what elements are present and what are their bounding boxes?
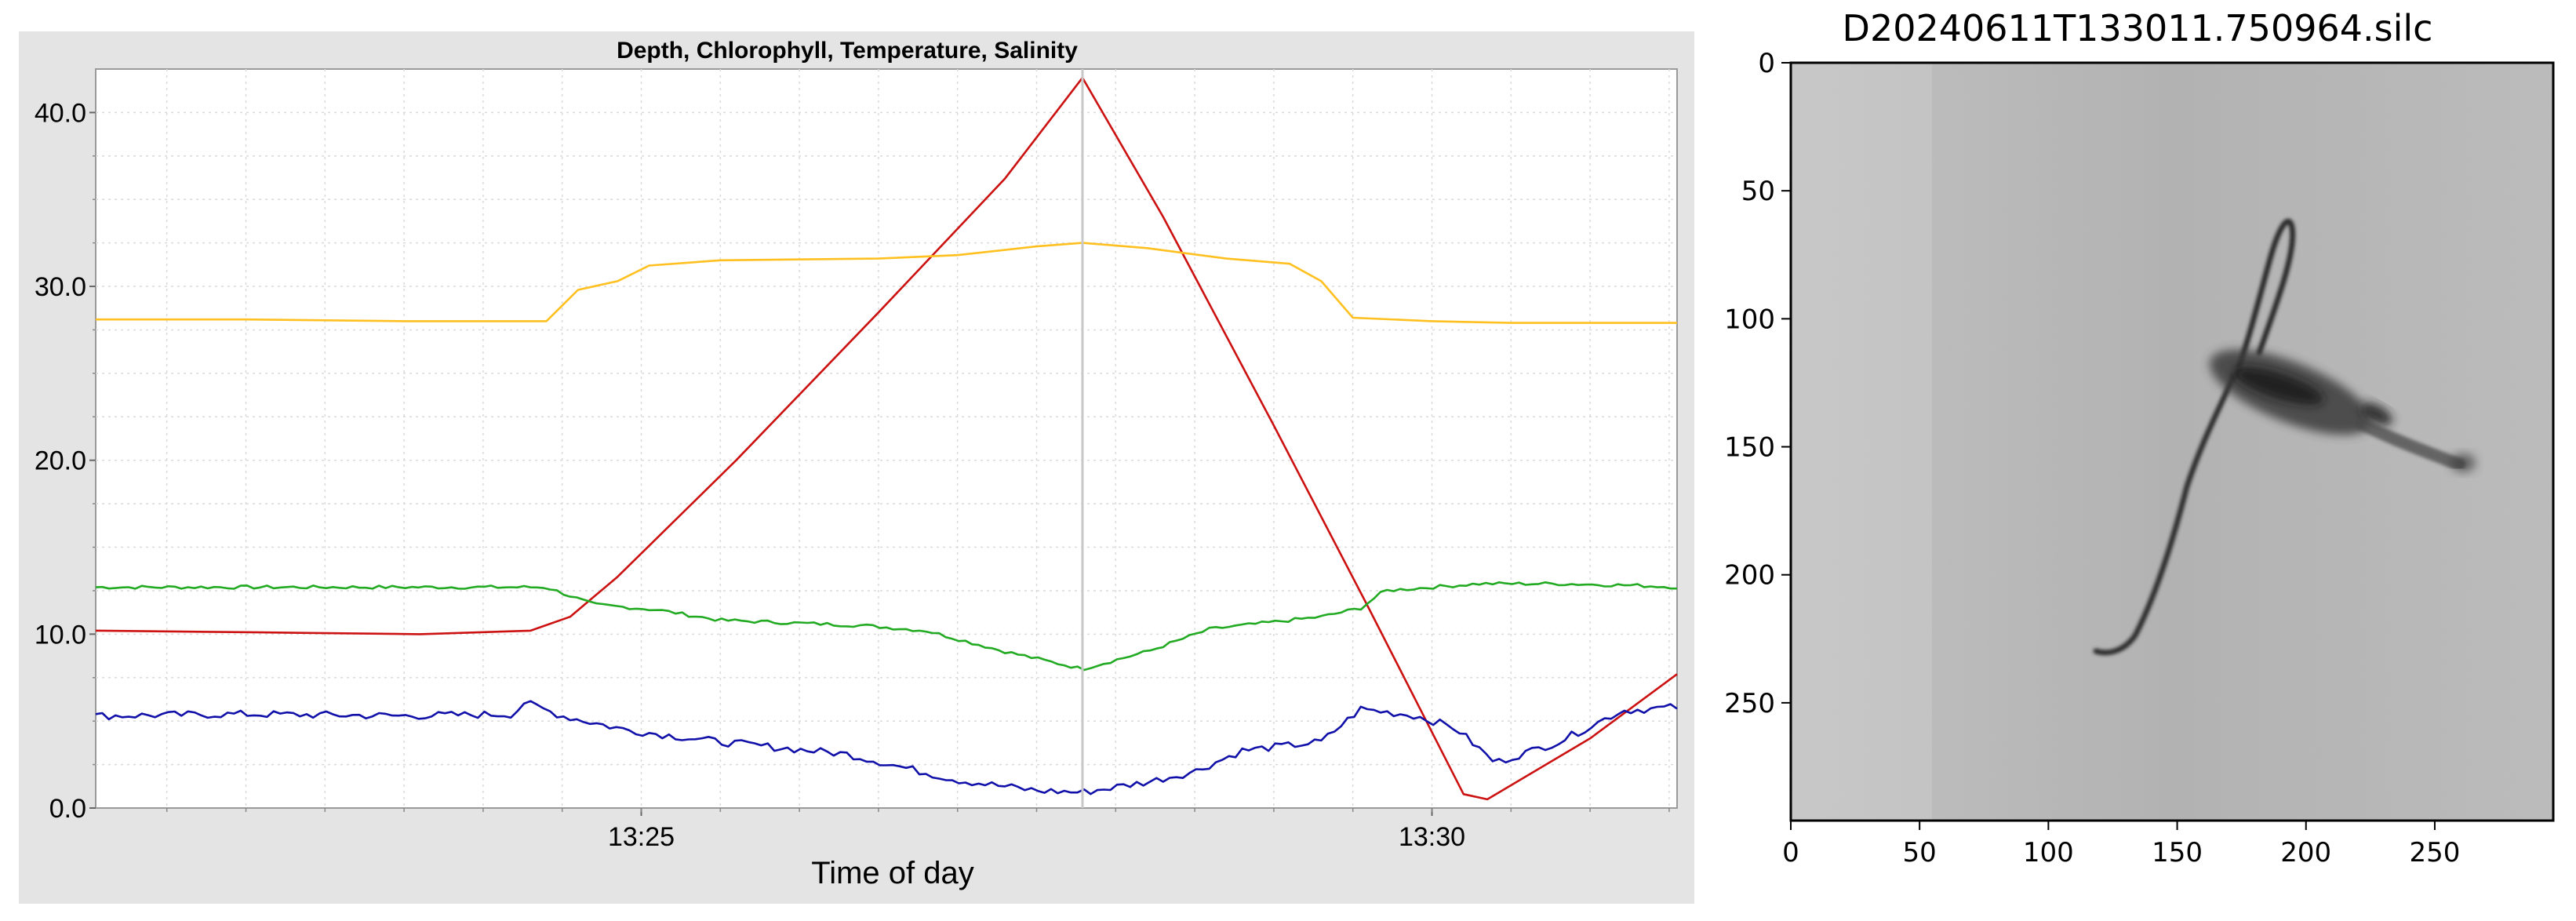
x-axis: 13:25 13:30 [166,808,1670,852]
series-layer [95,76,1678,801]
timeseries-chart: Depth, Chlorophyll, Temperature, Salinit… [35,38,1678,890]
antenna-upper [2232,218,2296,380]
image-y-axis: 0 50 100 150 200 250 [1724,48,1791,719]
series-line-2 [95,581,1677,672]
image-title: D20240611T133011.750964.silc [1843,7,2433,49]
image-x-tick-label: 150 [2152,837,2203,868]
image-x-tick-label: 200 [2280,837,2331,868]
image-plot: D20240611T133011.750964.silc 0 50 100 150 20… [1724,7,2555,868]
image-frame [1789,61,2555,822]
x-tick-label: 13:25 [608,822,675,852]
tail [2355,417,2465,471]
series-line-3 [95,700,1678,795]
image-x-tick-label: 100 [2023,837,2074,868]
series-line-1 [96,242,1677,324]
image-area [1789,61,2555,822]
series-line-0 [95,76,1678,801]
image-y-tick-label: 50 [1741,176,1775,207]
image-y-tick-label: 200 [1724,560,1775,592]
image-x-axis: 0 50 100 150 200 250 [1782,821,2460,868]
image-bright-edge [1791,63,1932,821]
plot-area [95,68,1678,809]
y-tick-label: 20.0 [35,446,86,476]
y-tick-label: 30.0 [35,272,86,302]
image-y-tick-label: 250 [1724,688,1775,719]
image-y-tick-label: 100 [1724,304,1775,335]
image-x-tick-label: 250 [2409,837,2460,868]
image-noise [1791,63,2553,821]
antenna-lower [2093,372,2237,656]
grid [96,69,1677,808]
y-axis: 0.0 10.0 20.0 30.0 40.0 [35,98,96,824]
x-axis-label: Time of day [811,856,973,890]
tail-tip [2450,453,2476,472]
image-x-tick-label: 50 [1903,837,1937,868]
y-tick-label: 10.0 [35,620,86,650]
plankton-organism [2093,218,2476,656]
image-x-tick-label: 0 [1782,837,1799,868]
body-spot [2361,402,2392,426]
y-tick-label: 40.0 [35,98,86,128]
chart-title: Depth, Chlorophyll, Temperature, Salinit… [617,38,1078,64]
x-tick-label: 13:30 [1399,822,1465,852]
image-y-tick-label: 0 [1758,48,1775,79]
image-y-tick-label: 150 [1724,432,1775,464]
y-tick-label: 0.0 [49,794,86,824]
body-core [2233,367,2324,405]
